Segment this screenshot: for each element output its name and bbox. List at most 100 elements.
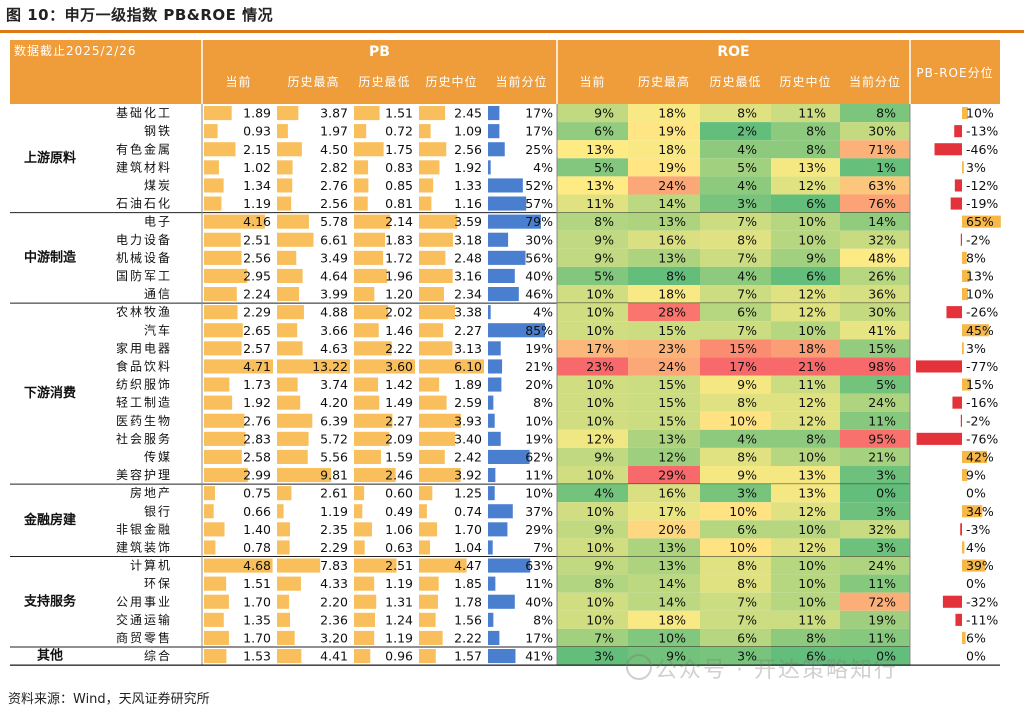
pb-bar bbox=[354, 576, 375, 591]
roe-cell bbox=[628, 140, 700, 159]
roe-value: 9% bbox=[594, 106, 614, 121]
pbroe-value: 39% bbox=[966, 558, 994, 573]
pb-value: 1.06 bbox=[385, 522, 413, 537]
pb-percentile-value: 79% bbox=[525, 214, 553, 229]
pb-value: 1.24 bbox=[385, 612, 413, 627]
roe-value: 5% bbox=[737, 160, 757, 175]
pbroe-value: 0% bbox=[966, 486, 986, 501]
pb-value: 2.95 bbox=[243, 268, 271, 283]
industry-label: 机械设备 bbox=[116, 250, 172, 265]
roe-value: 72% bbox=[868, 594, 896, 609]
roe-value: 9% bbox=[594, 232, 614, 247]
pb-value: 6.10 bbox=[454, 359, 482, 374]
pb-bar bbox=[204, 142, 236, 157]
group-label: 下游消费 bbox=[24, 385, 76, 401]
roe-cell bbox=[840, 592, 910, 611]
pb-bar bbox=[354, 323, 379, 338]
pb-value: 2.45 bbox=[454, 106, 482, 121]
pbroe-value: 34% bbox=[966, 504, 994, 519]
roe-cell bbox=[557, 230, 628, 249]
roe-cell bbox=[840, 538, 910, 557]
roe-value: 3% bbox=[737, 649, 757, 664]
roe-value: 18% bbox=[798, 341, 826, 356]
pbroe-value: -12% bbox=[966, 178, 998, 193]
pb-percentile-value: 11% bbox=[525, 576, 553, 591]
roe-value: 7% bbox=[737, 250, 757, 265]
pb-value: 0.63 bbox=[385, 540, 413, 555]
pb-value: 1.04 bbox=[454, 540, 482, 555]
roe-value: 6% bbox=[737, 522, 757, 537]
roe-value: 8% bbox=[594, 214, 614, 229]
roe-value: 15% bbox=[658, 323, 686, 338]
pb-value: 1.25 bbox=[454, 486, 482, 501]
pb-percentile-bar bbox=[488, 377, 502, 392]
roe-cell bbox=[700, 303, 771, 322]
pbroe-value: 15% bbox=[966, 377, 994, 392]
group-label: 其他 bbox=[37, 648, 63, 664]
pb-value: 2.36 bbox=[320, 612, 348, 627]
roe-cell bbox=[700, 429, 771, 448]
pb-value: 1.46 bbox=[385, 323, 413, 338]
roe-value: 15% bbox=[658, 395, 686, 410]
roe-cell bbox=[771, 484, 840, 503]
pb-percentile-bar bbox=[488, 160, 491, 175]
roe-cell bbox=[628, 628, 700, 647]
pb-bar bbox=[277, 558, 321, 573]
pb-bar bbox=[419, 431, 456, 446]
pb-percentile-value: 40% bbox=[525, 594, 553, 609]
pb-value: 2.29 bbox=[320, 540, 348, 555]
pb-value: 4.64 bbox=[320, 268, 348, 283]
roe-value: 13% bbox=[658, 558, 686, 573]
roe-value: 20% bbox=[658, 522, 686, 537]
pb-bar bbox=[204, 594, 229, 609]
roe-cell bbox=[628, 429, 700, 448]
pb-bar bbox=[204, 160, 219, 175]
pb-bar bbox=[277, 540, 290, 555]
roe-value: 6% bbox=[737, 305, 757, 320]
roe-cell bbox=[771, 248, 840, 267]
roe-value: 36% bbox=[868, 287, 896, 302]
roe-cell bbox=[557, 285, 628, 304]
pb-bar bbox=[277, 178, 293, 193]
roe-value: 16% bbox=[658, 486, 686, 501]
pb-value: 3.59 bbox=[454, 214, 482, 229]
column-header: 历史最低 bbox=[709, 75, 761, 89]
roe-cell bbox=[628, 610, 700, 629]
pb-percentile-bar bbox=[488, 178, 523, 193]
roe-value: 8% bbox=[806, 630, 826, 645]
pb-value: 1.42 bbox=[385, 377, 413, 392]
roe-value: 30% bbox=[868, 124, 896, 139]
pb-bar bbox=[277, 449, 308, 464]
pb-percentile-bar bbox=[488, 431, 501, 446]
pb-percentile-value: 37% bbox=[525, 504, 553, 519]
pb-bar bbox=[204, 558, 273, 573]
roe-value: 3% bbox=[876, 504, 896, 519]
roe-cell bbox=[700, 122, 771, 141]
roe-cell bbox=[700, 158, 771, 177]
roe-cell bbox=[700, 610, 771, 629]
roe-value: 13% bbox=[798, 160, 826, 175]
pbroe-bar bbox=[955, 613, 962, 626]
pbroe-bar bbox=[962, 107, 968, 120]
pb-percentile-bar bbox=[488, 341, 501, 356]
chart-title: 图 10：申万一级指数 PB&ROE 情况 bbox=[6, 6, 274, 24]
industry-label: 基础化工 bbox=[116, 106, 172, 120]
column-header: 历史中位 bbox=[425, 74, 477, 89]
pb-value: 1.19 bbox=[385, 576, 413, 591]
roe-value: 10% bbox=[586, 413, 614, 428]
pb-bar bbox=[354, 413, 393, 428]
pbroe-bar bbox=[934, 143, 962, 156]
pb-percentile-value: 20% bbox=[525, 377, 553, 392]
roe-value: 10% bbox=[586, 468, 614, 483]
roe-value: 98% bbox=[868, 359, 896, 374]
roe-cell bbox=[840, 647, 910, 666]
pb-bar bbox=[204, 468, 248, 483]
industry-label: 商贸零售 bbox=[116, 630, 172, 645]
roe-cell bbox=[557, 538, 628, 557]
roe-cell bbox=[557, 447, 628, 466]
pb-value: 2.22 bbox=[454, 630, 482, 645]
pb-percentile-bar bbox=[488, 214, 541, 229]
roe-value: 14% bbox=[658, 576, 686, 591]
pb-percentile-bar bbox=[488, 558, 531, 573]
roe-cell bbox=[771, 447, 840, 466]
